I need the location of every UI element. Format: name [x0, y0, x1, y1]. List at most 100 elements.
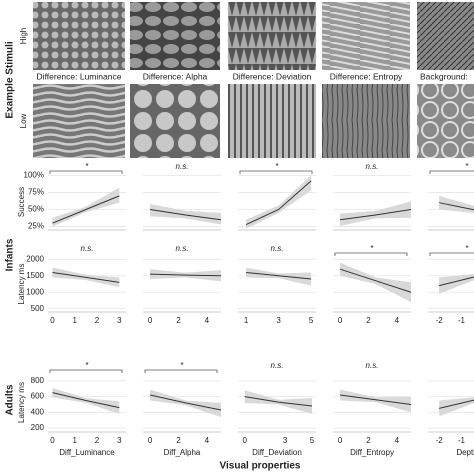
x-tick-label: 3 — [117, 316, 122, 325]
fit-line — [150, 273, 222, 277]
fit-line — [246, 271, 312, 280]
confidence-band — [340, 201, 411, 226]
y-axis-title: Latency ms — [17, 264, 26, 305]
caption: Background: — [420, 71, 468, 81]
x-tick-label: 4 — [205, 316, 210, 325]
stimulus-images — [33, 2, 474, 158]
fit-line — [245, 180, 312, 225]
significance-label: * — [85, 361, 88, 370]
y-tick-label: 200 — [31, 423, 45, 432]
x-tick-label: -1 — [458, 436, 466, 445]
x-tick-label: 2 — [95, 316, 100, 325]
confidence-band — [246, 267, 312, 286]
stimulus-image — [130, 2, 220, 70]
x-tick-label: 1 — [73, 316, 78, 325]
confidence-band — [340, 262, 411, 303]
x-tick-label: 0 — [242, 436, 247, 445]
significance-label: n.s. — [176, 244, 189, 253]
significance-bracket — [429, 170, 474, 174]
x-axis-title: Visual properties — [220, 461, 301, 472]
x-tick-label: 2 — [176, 316, 181, 325]
fit-line — [439, 202, 474, 211]
caption: Difference: Entropy — [330, 71, 403, 81]
x-tick-label: 2 — [366, 316, 371, 325]
x-tick-label: 3 — [117, 436, 122, 445]
stimulus-image — [417, 84, 474, 158]
x-tick-label: -1 — [458, 316, 466, 325]
y-tick-label: 500 — [31, 304, 45, 313]
x-tick-label: -2 — [436, 316, 444, 325]
confidence-band — [439, 195, 474, 214]
caption: Difference: Alpha — [143, 71, 208, 81]
x-axis-label: Diff_Alpha — [164, 448, 201, 457]
y-tick-label: 400 — [31, 407, 45, 416]
x-tick-label: 4 — [395, 316, 400, 325]
significance-bracket — [334, 252, 408, 256]
stimulus-image — [130, 84, 220, 158]
row-label: Low — [19, 113, 28, 128]
x-tick-label: 1 — [244, 316, 249, 325]
significance-label: * — [465, 244, 468, 253]
x-tick-label: 0 — [338, 436, 343, 445]
fit-line — [439, 399, 474, 409]
significance-bracket — [49, 369, 123, 373]
x-axis-label: Depth — [456, 448, 474, 457]
stimulus-image — [33, 84, 125, 158]
fit-line — [339, 268, 412, 293]
x-axis-label: Diff_Deviation — [252, 448, 302, 457]
stimulus-image — [228, 2, 316, 70]
significance-label: * — [370, 244, 373, 253]
significance-label: * — [465, 162, 468, 171]
significance-bracket — [429, 252, 474, 256]
x-axis-label: Diff_Luminance — [59, 448, 115, 457]
significance-bracket — [239, 170, 313, 174]
y-tick-label: 600 — [31, 392, 45, 401]
y-axis-title: Success — [17, 187, 26, 217]
x-tick-label: 5 — [309, 316, 314, 325]
fit-line — [340, 394, 412, 405]
fit-line — [149, 394, 222, 411]
significance-label: n.s. — [176, 162, 189, 171]
x-tick-label: 0 — [338, 316, 343, 325]
x-tick-label: 0 — [148, 436, 153, 445]
x-tick-label: 2 — [176, 436, 181, 445]
confidence-band — [246, 175, 312, 229]
x-tick-label: 0 — [148, 316, 153, 325]
y-tick-label: 2000 — [26, 254, 44, 263]
significance-bracket — [49, 170, 123, 174]
x-tick-label: 3 — [276, 316, 281, 325]
significance-label: * — [275, 162, 278, 171]
y-axis-title: Latency ms — [17, 382, 26, 423]
x-tick-label: -2 — [436, 436, 444, 445]
y-tick-label: 100% — [24, 170, 44, 179]
fit-line — [244, 396, 313, 407]
fit-line — [52, 271, 120, 283]
confidence-band — [439, 273, 474, 294]
significance-label: n.s. — [366, 361, 379, 370]
caption: Difference: Deviation — [233, 71, 312, 81]
fit-line — [52, 392, 120, 409]
x-tick-label: 1 — [73, 436, 78, 445]
confidence-band — [150, 204, 221, 225]
x-tick-label: 3 — [283, 436, 288, 445]
row-label: High — [19, 28, 28, 44]
x-tick-label: 5 — [310, 436, 315, 445]
x-tick-label: 2 — [95, 436, 100, 445]
significance-label: n.s. — [366, 162, 379, 171]
y-tick-label: 800 — [31, 376, 45, 385]
y-tick-label: 25% — [28, 222, 44, 231]
significance-label: n.s. — [81, 244, 94, 253]
significance-label: n.s. — [271, 361, 284, 370]
fit-line — [340, 209, 412, 221]
x-tick-label: 0 — [50, 316, 55, 325]
confidence-band — [439, 396, 474, 417]
section-label: Example Stimuli — [5, 41, 16, 118]
stimulus-image — [322, 84, 410, 158]
section-label: Adults — [5, 384, 16, 416]
confidence-band — [52, 187, 120, 227]
significance-label: * — [180, 361, 183, 370]
confidence-band — [340, 389, 411, 413]
stimulus-image — [417, 2, 474, 70]
x-tick-label: 4 — [205, 436, 210, 445]
